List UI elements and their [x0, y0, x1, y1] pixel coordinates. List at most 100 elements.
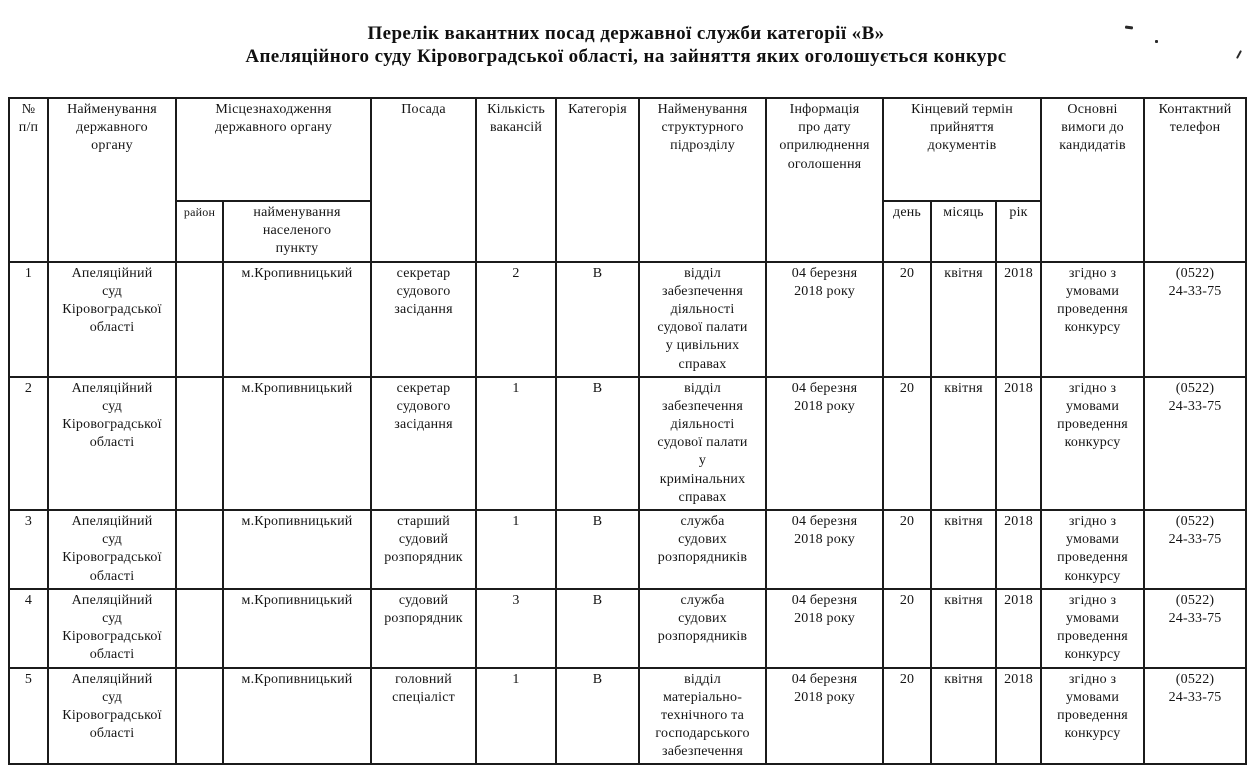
col-header-announce-date: Інформація про дату оприлюднення оголоше… — [765, 97, 885, 263]
cell-unit: служба судових розпорядників — [638, 587, 768, 669]
vacancies-table: № п/п Найменування державного органу Міс… — [8, 97, 1248, 765]
cell-organ: Апеляційний суд Кіровоградської області — [47, 587, 177, 669]
cell-settlement: м.Кропивницький — [221, 666, 373, 765]
cell-unit: відділ забезпечення діяльності судової п… — [638, 375, 768, 512]
cell-district — [175, 509, 224, 590]
cell-requirements: згідно з умовами проведення конкурсу — [1040, 509, 1146, 590]
cell-vacancies: 3 — [475, 587, 558, 669]
cell-settlement: м.Кропивницький — [221, 375, 373, 512]
cell-district — [175, 260, 224, 378]
cell-organ: Апеляційний суд Кіровоградської області — [47, 666, 177, 765]
cell-num: 1 — [8, 260, 49, 378]
col-header-position: Посада — [370, 97, 478, 263]
cell-year: 2018 — [995, 375, 1043, 512]
title-line-1: Перелік вакантних посад державної служби… — [367, 23, 885, 44]
col-header-day: день — [882, 200, 933, 263]
cell-num: 3 — [8, 509, 49, 590]
table-row-4: 4 Апеляційний суд Кіровоградської област… — [8, 587, 1248, 669]
col-header-year: рік — [995, 200, 1043, 263]
cell-position: секретар судового засідання — [370, 260, 478, 378]
cell-settlement: м.Кропивницький — [221, 587, 373, 669]
col-header-district: район — [175, 200, 224, 263]
cell-day: 20 — [882, 666, 933, 765]
col-header-category: Категорія — [555, 97, 641, 263]
cell-year: 2018 — [995, 587, 1043, 669]
col-header-vacancies: Кількість вакансій — [475, 97, 558, 263]
cell-phone: (0522) 24-33-75 — [1143, 666, 1248, 765]
cell-num: 5 — [8, 666, 49, 765]
col-header-month: місяць — [930, 200, 998, 263]
cell-category: В — [555, 587, 641, 669]
col-header-unit: Найменування структурного підрозділу — [638, 97, 768, 263]
cell-requirements: згідно з умовами проведення конкурсу — [1040, 260, 1146, 378]
cell-district — [175, 375, 224, 512]
cell-requirements: згідно з умовами проведення конкурсу — [1040, 587, 1146, 669]
cell-month: квітня — [930, 260, 998, 378]
cell-requirements: згідно з умовами проведення конкурсу — [1040, 375, 1146, 512]
cell-num: 4 — [8, 587, 49, 669]
scan-speck — [1155, 40, 1158, 43]
cell-vacancies: 2 — [475, 260, 558, 378]
col-header-num: № п/п — [8, 97, 49, 263]
cell-year: 2018 — [995, 666, 1043, 765]
cell-year: 2018 — [995, 509, 1043, 590]
cell-vacancies: 1 — [475, 666, 558, 765]
header-row-sub: район найменування населеного пункту ден… — [9, 200, 1246, 263]
header-row-top: № п/п Найменування державного органу Міс… — [8, 97, 1248, 263]
cell-district — [175, 666, 224, 765]
cell-unit: відділ забезпечення діяльності судової п… — [638, 260, 768, 378]
cell-category: В — [555, 260, 641, 378]
cell-unit: служба судових розпорядників — [638, 509, 768, 590]
col-header-location: Місцезнаходження державного органу — [174, 97, 373, 202]
col-header-deadline: Кінцевий термін прийняття документів — [882, 97, 1043, 202]
cell-announce-date: 04 березня 2018 року — [765, 509, 885, 590]
cell-position: головний спеціаліст — [370, 666, 478, 765]
cell-month: квітня — [930, 509, 998, 590]
cell-num: 2 — [8, 375, 49, 512]
cell-position: старший судовий розпорядник — [370, 509, 478, 590]
cell-position: секретар судового засідання — [370, 375, 478, 512]
cell-unit: відділ матеріально- технічного та господ… — [638, 666, 768, 765]
cell-vacancies: 1 — [475, 509, 558, 590]
cell-phone: (0522) 24-33-75 — [1143, 260, 1248, 378]
cell-requirements: згідно з умовами проведення конкурсу — [1040, 666, 1146, 765]
cell-vacancies: 1 — [475, 375, 558, 512]
table-row-3: 3 Апеляційний суд Кіровоградської област… — [8, 509, 1248, 590]
cell-month: квітня — [930, 587, 998, 669]
cell-day: 20 — [882, 375, 933, 512]
cell-announce-date: 04 березня 2018 року — [765, 375, 885, 512]
cell-organ: Апеляційний суд Кіровоградської області — [47, 375, 177, 512]
cell-organ: Апеляційний суд Кіровоградської області — [47, 509, 177, 590]
table-row-1: 1 Апеляційний суд Кіровоградської област… — [8, 260, 1248, 378]
cell-announce-date: 04 березня 2018 року — [765, 260, 885, 378]
cell-day: 20 — [882, 587, 933, 669]
cell-settlement: м.Кропивницький — [221, 509, 373, 590]
cell-category: В — [555, 375, 641, 512]
col-header-organ: Найменування державного органу — [47, 97, 177, 263]
cell-phone: (0522) 24-33-75 — [1143, 375, 1248, 512]
cell-announce-date: 04 березня 2018 року — [765, 666, 885, 765]
cell-month: квітня — [930, 375, 998, 512]
col-header-settlement: найменування населеного пункту — [221, 200, 373, 263]
col-header-phone: Контактний телефон — [1143, 97, 1248, 263]
cell-day: 20 — [882, 260, 933, 378]
col-header-requirements: Основні вимоги до кандидатів — [1040, 97, 1146, 263]
cell-day: 20 — [882, 509, 933, 590]
cell-category: В — [555, 509, 641, 590]
cell-phone: (0522) 24-33-75 — [1143, 509, 1248, 590]
cell-position: судовий розпорядник — [370, 587, 478, 669]
cell-category: В — [555, 666, 641, 765]
document-title: Перелік вакантних посад державної служби… — [0, 22, 1252, 68]
table-body: 1 Апеляційний суд Кіровоградської област… — [8, 260, 1248, 765]
cell-year: 2018 — [995, 260, 1043, 378]
cell-announce-date: 04 березня 2018 року — [765, 587, 885, 669]
title-line-2: Апеляційного суду Кіровоградської област… — [245, 46, 1007, 67]
table-row-2: 2 Апеляційний суд Кіровоградської област… — [8, 375, 1248, 512]
cell-organ: Апеляційний суд Кіровоградської області — [47, 260, 177, 378]
cell-district — [175, 587, 224, 669]
cell-settlement: м.Кропивницький — [221, 260, 373, 378]
table-header: № п/п Найменування державного органу Міс… — [8, 97, 1248, 263]
cell-phone: (0522) 24-33-75 — [1143, 587, 1248, 669]
table-row-5: 5 Апеляційний суд Кіровоградської област… — [8, 666, 1248, 765]
cell-month: квітня — [930, 666, 998, 765]
